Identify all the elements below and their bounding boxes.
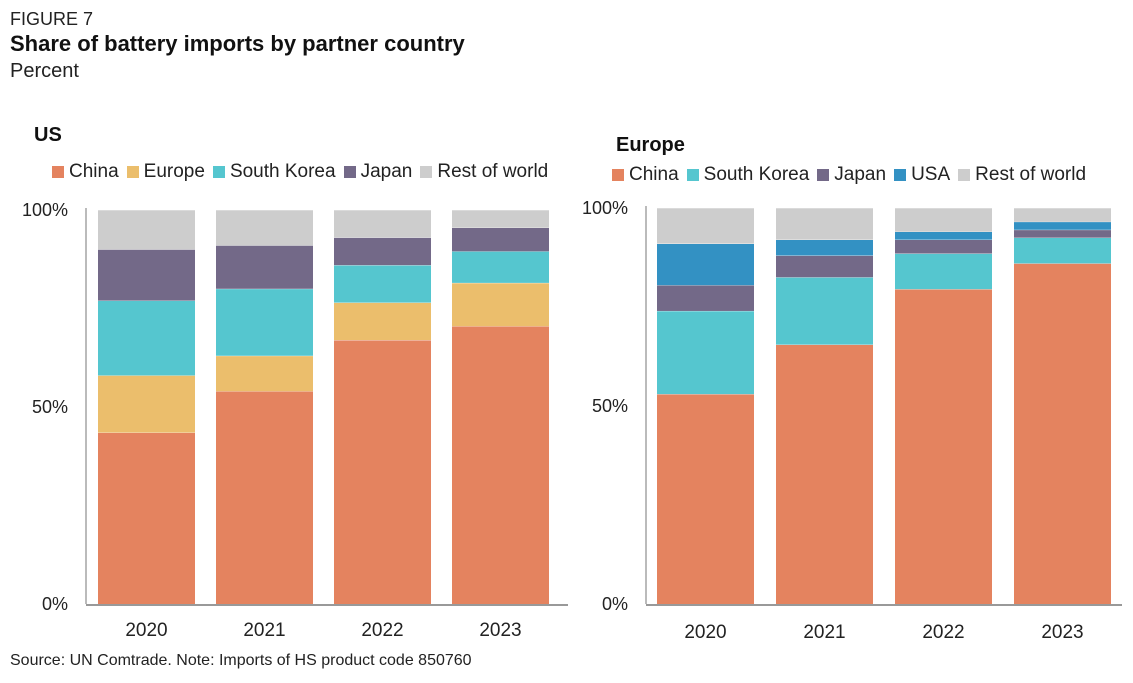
- us-bar-2022-europe: [334, 302, 431, 341]
- europe-x-tick-label-2022: 2022: [922, 622, 964, 643]
- europe-bar-2023-rest-of-world: [1014, 208, 1111, 222]
- europe-bar-2022-usa: [895, 231, 992, 240]
- europe-bar-2020-china: [657, 394, 754, 604]
- europe-legend-label-usa: USA: [911, 164, 951, 185]
- us-panel-title: US: [34, 124, 62, 146]
- europe-y-tick-label: 0%: [602, 594, 628, 614]
- europe-x-tick-label-2021: 2021: [803, 622, 845, 643]
- us-bar-2021-china: [216, 391, 313, 604]
- europe-bar-2022-china: [895, 289, 992, 604]
- us-legend-item-south-korea: South Korea: [212, 161, 336, 183]
- chart-title: Share of battery imports by partner coun…: [10, 31, 465, 56]
- us-bar-2020-rest-of-world: [98, 210, 195, 250]
- us-x-tick-label-2023: 2023: [479, 620, 521, 641]
- us-legend-item-europe: Europe: [126, 161, 205, 183]
- us-bar-2020-china: [98, 432, 195, 604]
- us-legend-item-rest-of-world: Rest of world: [420, 161, 548, 183]
- europe-panel-title: Europe: [616, 134, 685, 156]
- us-y-tick-label: 100%: [22, 200, 68, 220]
- us-legend-swatch-japan: [343, 166, 356, 178]
- europe-bar-2023-south-korea: [1014, 237, 1111, 264]
- europe-y-tick-label: 50%: [592, 396, 628, 416]
- us-bar-2023-europe: [452, 282, 549, 327]
- us-bar-2022-south-korea: [334, 265, 431, 303]
- us-y-tick-label: 50%: [32, 397, 68, 417]
- us-x-tick-label-2022: 2022: [361, 620, 403, 641]
- us-bar-2021-south-korea: [216, 288, 313, 356]
- us-legend-label-south-korea: South Korea: [229, 161, 336, 182]
- us-bar-2021-japan: [216, 245, 313, 289]
- europe-bar-2021-rest-of-world: [776, 208, 873, 240]
- chart-subtitle: Percent: [10, 60, 79, 82]
- europe-bar-2022-rest-of-world: [895, 208, 992, 232]
- us-legend-item-china: China: [52, 161, 119, 183]
- europe-bar-2023-usa: [1014, 221, 1111, 230]
- europe-legend-item-rest-of-world: Rest of world: [958, 164, 1086, 186]
- us-legend-swatch-south-korea: [212, 166, 225, 178]
- us-bar-2020-south-korea: [98, 300, 195, 376]
- us-bar-2021-europe: [216, 355, 313, 392]
- europe-legend-item-china: China: [612, 164, 679, 186]
- europe-legend: China South Korea Japan USA Rest of world: [612, 164, 1094, 186]
- europe-legend-label-south-korea: South Korea: [703, 164, 810, 185]
- europe-chart: 0% 50% 100% 2020 2021 2022 2023: [582, 198, 1122, 643]
- europe-x-tick-label-2023: 2023: [1041, 622, 1083, 643]
- europe-legend-swatch-japan: [817, 169, 830, 181]
- us-legend-label-rest-of-world: Rest of world: [437, 161, 549, 182]
- europe-legend-item-usa: USA: [894, 164, 950, 186]
- europe-y-tick-label: 100%: [582, 198, 628, 218]
- europe-bar-2023-china: [1014, 263, 1111, 604]
- europe-legend-item-japan: Japan: [817, 164, 886, 186]
- europe-legend-label-china: China: [629, 164, 679, 185]
- europe-bar-2023-japan: [1014, 229, 1111, 238]
- us-legend-label-japan: Japan: [360, 161, 413, 182]
- us-x-tick-label-2020: 2020: [125, 620, 167, 641]
- us-legend-swatch-rest-of-world: [420, 166, 433, 178]
- europe-legend-swatch-south-korea: [686, 169, 699, 181]
- us-bar-2023-china: [452, 326, 549, 604]
- europe-legend-swatch-china: [612, 169, 624, 181]
- us-legend-item-japan: Japan: [343, 161, 413, 183]
- us-bar-2020-japan: [98, 249, 195, 301]
- europe-x-tick-label-2020: 2020: [684, 622, 726, 643]
- europe-legend-item-south-korea: South Korea: [686, 164, 810, 186]
- us-legend: China Europe South Korea Japan Rest of world: [52, 161, 556, 183]
- us-y-tick-label: 0%: [42, 594, 68, 614]
- us-legend-swatch-china: [52, 166, 64, 178]
- europe-legend-swatch-rest-of-world: [958, 169, 971, 181]
- us-bar-2020-europe: [98, 375, 195, 433]
- source-note: Source: UN Comtrade. Note: Imports of HS…: [10, 652, 472, 669]
- europe-bar-2020-japan: [657, 285, 754, 311]
- europe-bar-2021-usa: [776, 239, 873, 256]
- us-bar-2023-rest-of-world: [452, 210, 549, 228]
- figure-label: FIGURE 7: [10, 9, 94, 29]
- us-legend-swatch-europe: [126, 166, 139, 178]
- us-chart: 0% 50% 100% 2020 2021 2022 2023: [22, 200, 568, 641]
- us-legend-label-europe: Europe: [143, 161, 205, 182]
- europe-bar-2020-south-korea: [657, 310, 754, 395]
- europe-bar-2022-south-korea: [895, 253, 992, 290]
- us-legend-label-china: China: [69, 161, 119, 182]
- europe-legend-label-japan: Japan: [834, 164, 887, 185]
- europe-legend-label-rest-of-world: Rest of world: [975, 164, 1087, 185]
- us-bar-2022-rest-of-world: [334, 210, 431, 238]
- us-bar-2021-rest-of-world: [216, 210, 313, 246]
- europe-bar-2021-south-korea: [776, 277, 873, 345]
- us-bar-2023-japan: [452, 227, 549, 252]
- europe-legend-swatch-usa: [894, 169, 907, 181]
- us-bar-2022-china: [334, 340, 431, 604]
- europe-bar-2022-japan: [895, 239, 992, 254]
- us-bar-2022-japan: [334, 237, 431, 266]
- europe-bar-2020-usa: [657, 243, 754, 286]
- us-bar-2023-south-korea: [452, 251, 549, 283]
- europe-bar-2021-china: [776, 344, 873, 604]
- us-x-tick-label-2021: 2021: [243, 620, 285, 641]
- europe-bar-2020-rest-of-world: [657, 208, 754, 244]
- figure-header: FIGURE 7 Share of battery imports by par…: [10, 8, 465, 84]
- europe-bar-2021-japan: [776, 255, 873, 278]
